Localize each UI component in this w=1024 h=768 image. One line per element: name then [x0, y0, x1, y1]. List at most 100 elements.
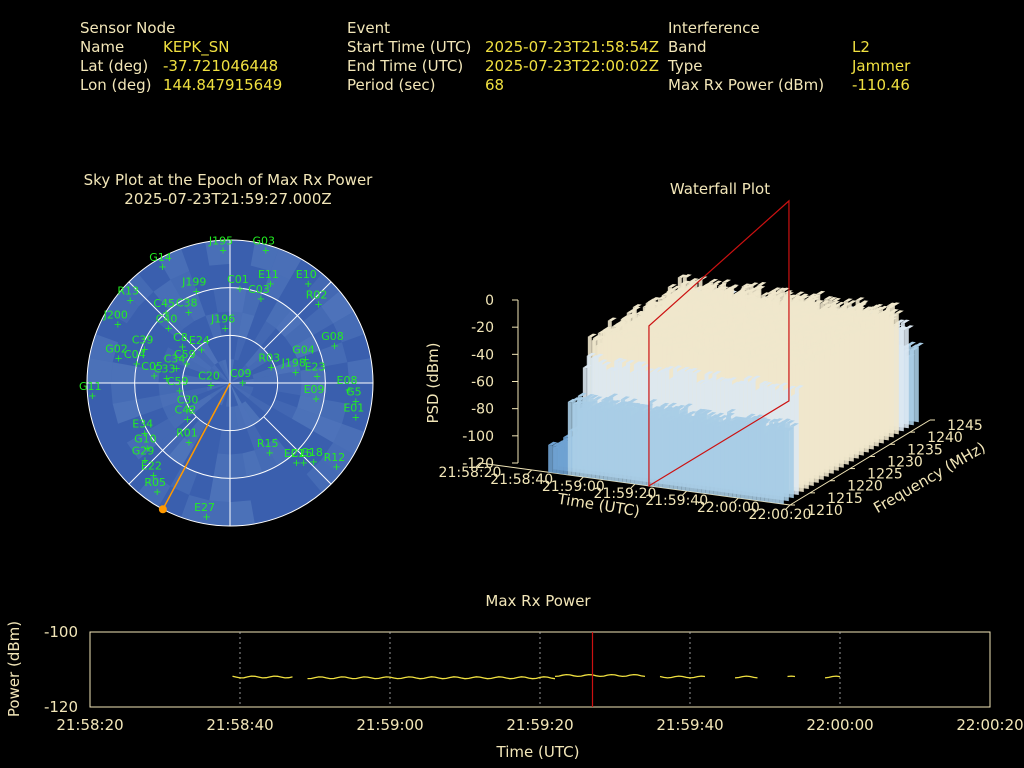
waterfall-cell-top	[730, 416, 740, 420]
waterfall-cell-top	[709, 321, 719, 325]
waterfall-cell-top	[792, 348, 802, 352]
waterfall-cell	[814, 354, 819, 483]
satellite-marker: +	[304, 279, 312, 290]
sky-sector	[248, 394, 272, 414]
waterfall-cell-top	[674, 307, 684, 312]
event-end-label: End Time (UTC)	[347, 57, 464, 75]
waterfall-cell-top	[766, 296, 775, 301]
waterfall-cell-top	[849, 323, 859, 327]
waterfall-cell-top	[804, 302, 814, 307]
satellite-label: E24	[189, 334, 210, 347]
waterfall-cell-top	[587, 333, 597, 338]
sky-sector	[270, 248, 302, 280]
satellite-marker: +	[184, 307, 192, 318]
sky-sector	[134, 366, 160, 383]
waterfall-cell-top	[654, 407, 664, 412]
waterfall-cell-top	[760, 343, 770, 347]
waterfall-cell-top	[816, 337, 826, 342]
waterfall-cell	[904, 328, 909, 429]
sensor-lon-label: Lon (deg)	[80, 76, 152, 94]
waterfall-cell-top	[740, 328, 750, 332]
waterfall-cell-top	[625, 315, 635, 320]
sky-sector	[242, 450, 263, 477]
waterfall-cell-top	[683, 403, 693, 408]
sensor-heading: Sensor Node	[80, 19, 176, 37]
waterfall-cell	[859, 335, 864, 456]
waterfall-cell-top	[854, 313, 864, 318]
waterfall-cell-top	[854, 327, 864, 331]
waterfall-cell-top	[633, 361, 643, 365]
waterfall-freq-tick-label: 1215	[827, 491, 863, 507]
satellite-marker: +	[292, 367, 300, 378]
waterfall-cell-top	[706, 341, 716, 346]
waterfall-cell-top	[678, 411, 688, 415]
waterfall-cell-top	[688, 367, 698, 372]
waterfall-cell-top	[772, 287, 781, 291]
sky-sector	[276, 370, 302, 383]
satellite-marker: +	[140, 428, 148, 439]
satellite-marker: +	[266, 279, 274, 290]
waterfall-cell-top	[805, 310, 815, 315]
waterfall-cell-top	[813, 311, 823, 316]
satellite-label: C38	[176, 296, 198, 309]
waterfall-cell-top	[812, 330, 822, 335]
waterfall-cell	[864, 328, 869, 453]
waterfall-cell-top	[810, 322, 820, 326]
satellite-marker: +	[172, 364, 180, 375]
waterfall-cell-top	[834, 328, 844, 333]
waterfall-cell-top	[872, 310, 881, 315]
waterfall-cell-top	[737, 355, 746, 359]
waterfall-cell-top	[769, 418, 779, 423]
waterfall-cell-top	[756, 421, 766, 425]
waterfall-cell-top	[723, 315, 733, 320]
waterfall-cell	[669, 420, 674, 490]
waterfall-cell-top	[652, 325, 662, 329]
satellite-marker: +	[162, 373, 170, 384]
interference-panel: Interference Band L2 Type Jammer Max Rx Po…	[668, 19, 910, 95]
satellite-marker: +	[162, 308, 170, 319]
waterfall-cell	[879, 313, 884, 444]
sky-sector	[136, 395, 163, 416]
waterfall-cell-top	[733, 417, 743, 421]
waterfall-cell-top	[800, 345, 810, 350]
waterfall-cell-top	[750, 346, 760, 351]
waterfall-cell-top	[736, 328, 746, 332]
waterfall-cell-top	[824, 296, 834, 300]
sky-sector	[303, 306, 334, 336]
sky-sector	[213, 453, 230, 479]
waterfall-cell-top	[843, 309, 853, 314]
waterfall-cell	[587, 410, 592, 479]
sky-sector	[230, 383, 251, 399]
waterfall-cell-top	[708, 285, 718, 290]
waterfall-cell-top	[609, 393, 619, 398]
waterfall-cell-top	[736, 322, 745, 326]
sensor-lat-label: Lat (deg)	[80, 57, 149, 75]
satellite-marker: +	[202, 512, 210, 523]
waterfall-cell-top	[698, 294, 708, 299]
waterfall-cell-top	[795, 291, 805, 296]
waterfall-cell	[556, 446, 560, 474]
waterfall-cell	[634, 414, 639, 485]
waterfall-cell-top	[796, 307, 806, 311]
satellite-marker: +	[292, 458, 300, 469]
waterfall-cell	[622, 410, 627, 483]
waterfall-freq-tick-label: 1235	[907, 442, 943, 458]
waterfall-cell-top	[842, 302, 852, 306]
waterfall-cell-top	[662, 412, 671, 416]
waterfall-cell	[779, 430, 784, 505]
waterfall-cell-top	[614, 357, 624, 362]
waterfall-cell	[748, 431, 753, 500]
maxrx-x-tick-label: 21:58:40	[206, 716, 273, 734]
satellite-label: E27	[194, 501, 215, 514]
waterfall-freq-axis	[789, 419, 931, 506]
waterfall-cell-top	[697, 320, 707, 325]
waterfall-cell-top	[704, 311, 714, 315]
waterfall-cell	[854, 330, 859, 459]
waterfall-time-tick-label: 21:59:00	[542, 479, 605, 495]
waterfall-cell-top	[821, 329, 831, 333]
waterfall-cell-top	[780, 358, 790, 363]
satellite-marker: +	[236, 284, 244, 295]
waterfall-cell-top	[719, 286, 729, 290]
satellite-marker: +	[140, 344, 148, 355]
satellite-marker: +	[164, 324, 172, 335]
